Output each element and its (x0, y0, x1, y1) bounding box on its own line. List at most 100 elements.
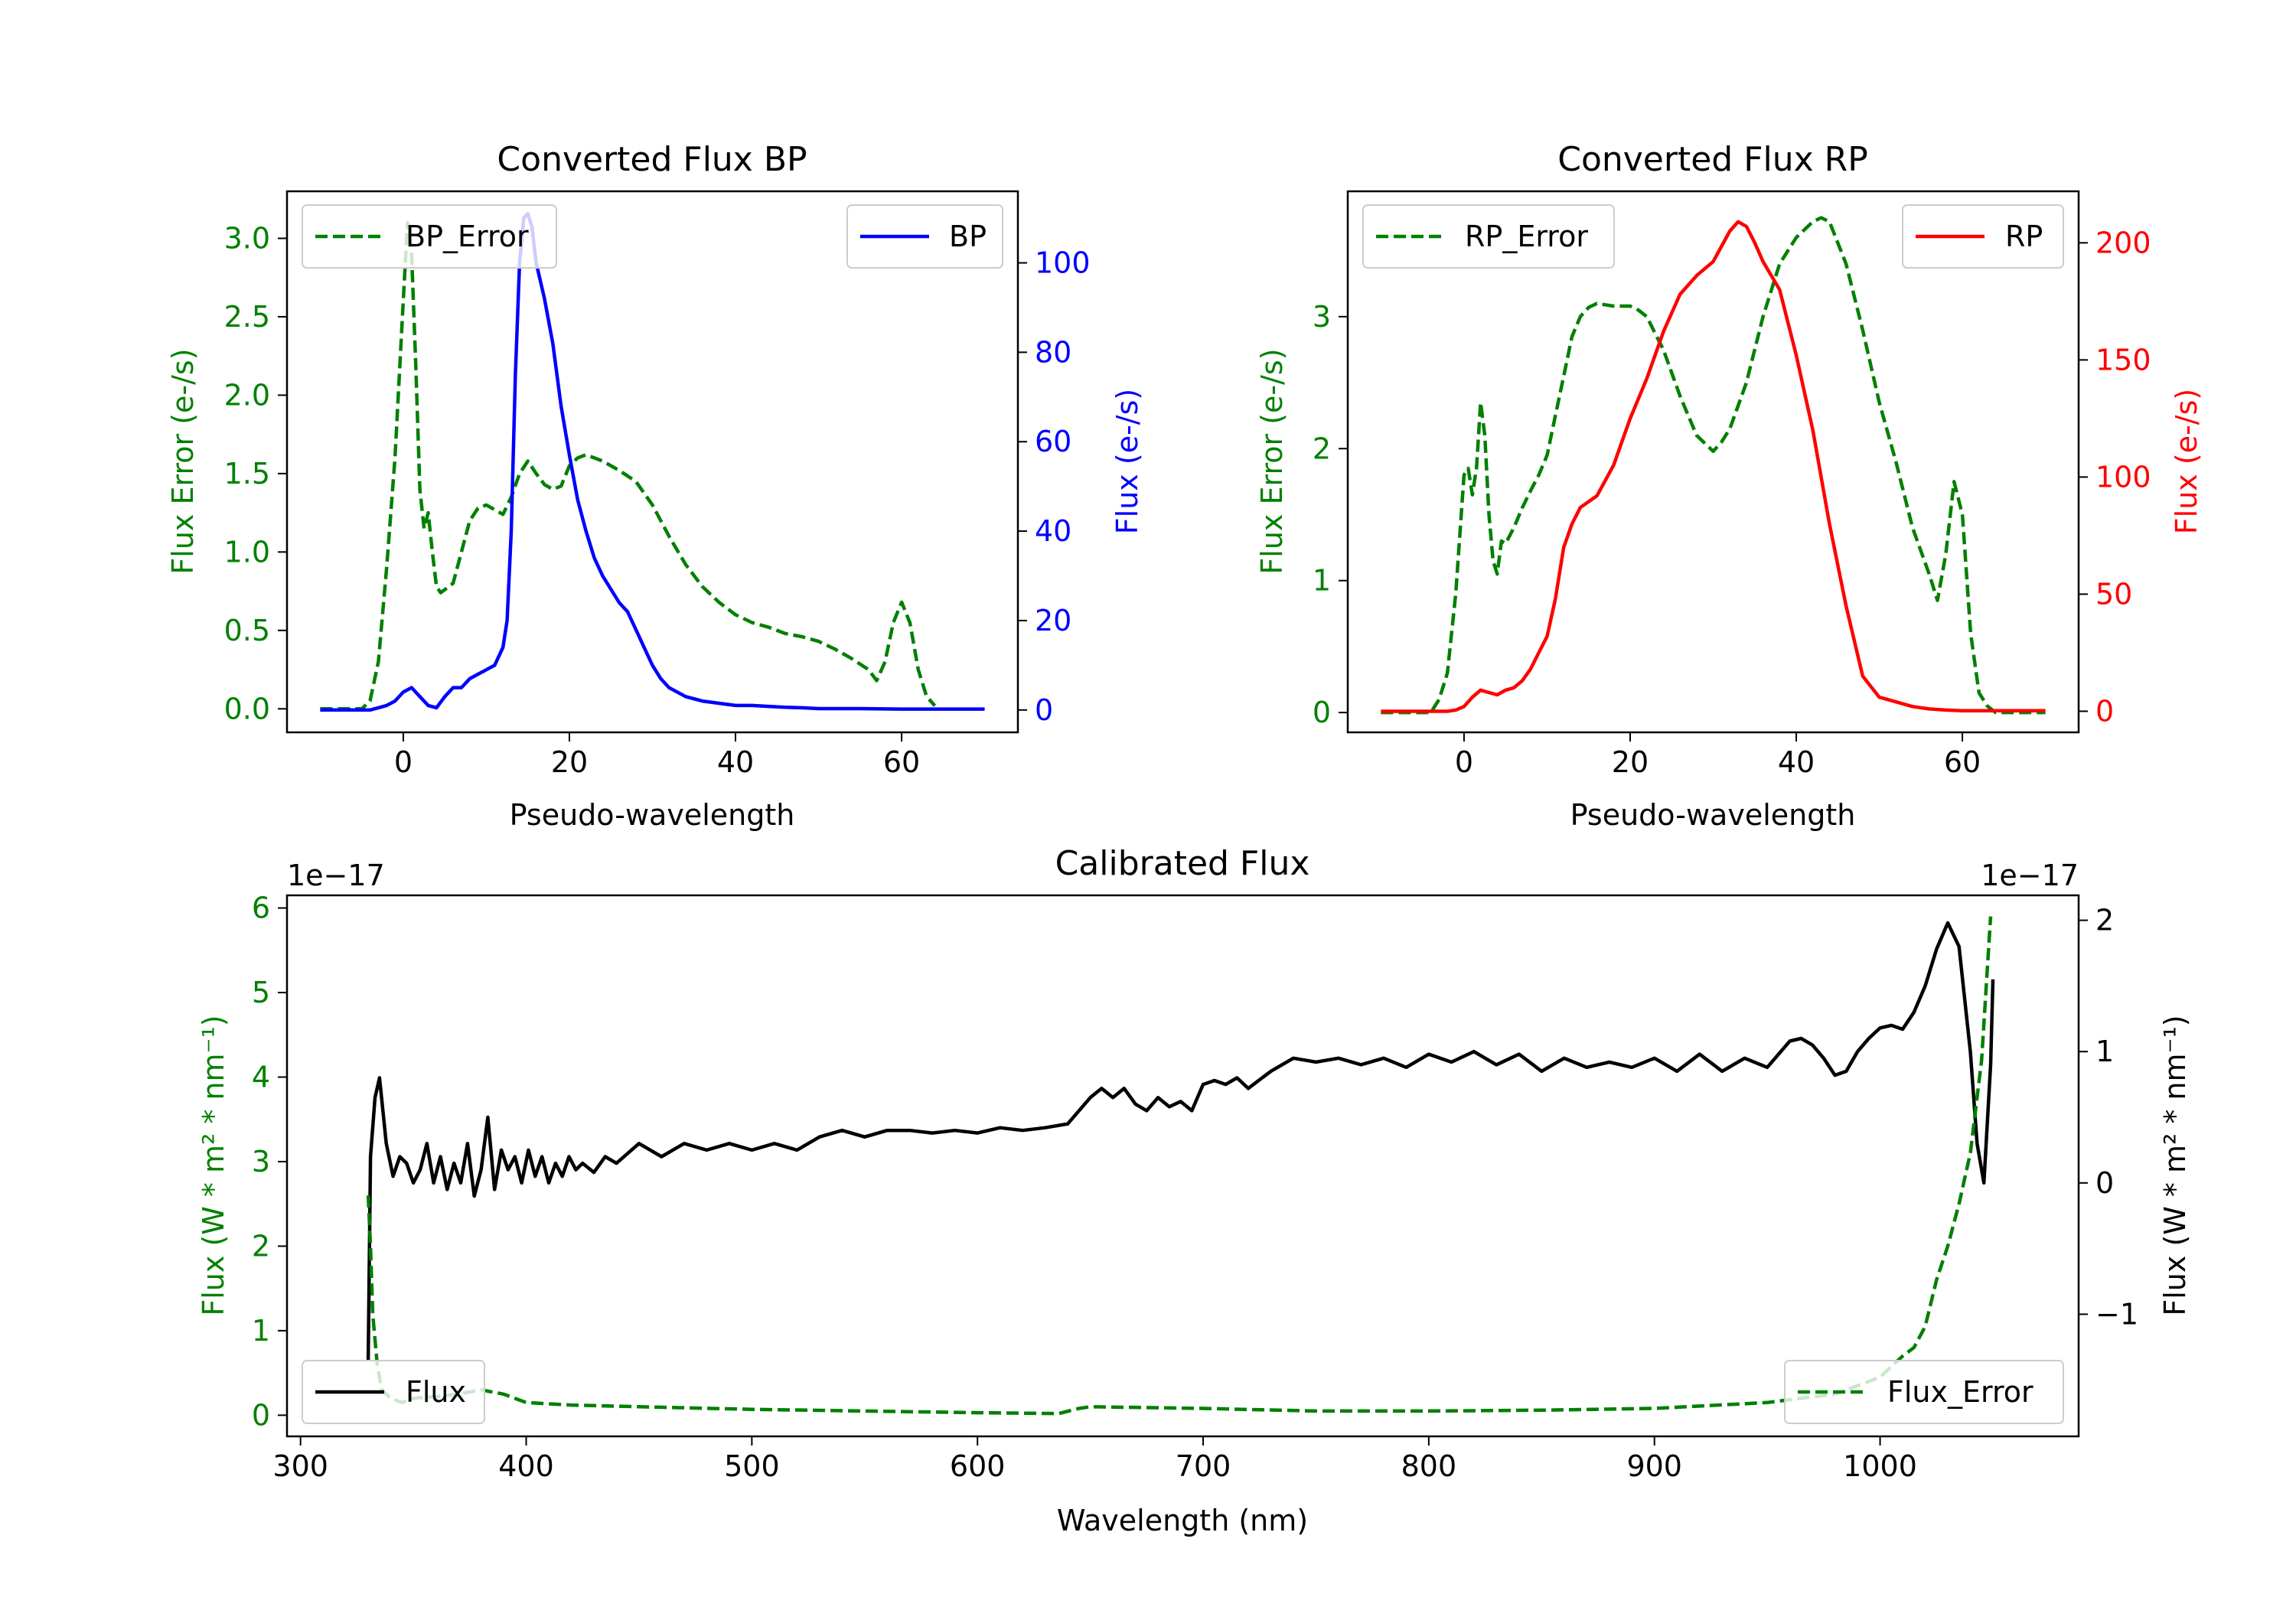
cal-offset-right: 1e−17 (1981, 859, 2079, 892)
bp-xtick-label: 0 (394, 745, 413, 779)
rp-xtick-label: 40 (1778, 745, 1815, 779)
cal-ytick-left-label: 5 (252, 976, 270, 1009)
bp-ytick-right-layer: 0 20 40 60 80 100 (1018, 246, 1091, 727)
rp-ytick-left-label: 2 (1313, 432, 1331, 465)
bp-ytick-right-label: 0 (1035, 693, 1053, 727)
cal-legend-left: Flux (302, 1360, 485, 1424)
cal-ytick-right-layer: −1 0 1 2 (2079, 904, 2138, 1331)
bp-legend-left-box (302, 204, 557, 269)
bp-ytick-left-label: 2.5 (224, 300, 270, 334)
bp-legend-left: BP_Error (302, 204, 557, 269)
cal-xtick-label: 600 (950, 1449, 1006, 1483)
bp-ylabel-right: Flux (e-/s) (1110, 389, 1144, 534)
cal-xtick-label: 1000 (1843, 1449, 1917, 1483)
cal-ytick-right-label: 2 (2095, 904, 2114, 937)
rp-plot-frame (1346, 190, 2080, 734)
rp-legend-right-label: RP (2005, 220, 2043, 253)
rp-legend-left-box (1362, 204, 1615, 269)
cal-xtick-layer: 300 400 500 600 700 800 900 1000 (272, 1436, 1917, 1483)
bp-ytick-right-label: 100 (1035, 246, 1091, 279)
cal-panel: Calibrated Flux 300 400 500 600 700 800 900 100… (197, 844, 2192, 1537)
bp-ylabel-left: Flux Error (e-/s) (166, 348, 200, 574)
rp-ytick-right-label: 0 (2095, 694, 2114, 728)
cal-legend-right: Flux_Error (1784, 1360, 2064, 1424)
cal-ytick-left-label: 1 (252, 1314, 270, 1348)
bp-ytick-right-label: 60 (1035, 425, 1071, 458)
cal-ytick-right-label: 1 (2095, 1035, 2114, 1068)
rp-ylabel-left: Flux Error (e-/s) (1255, 348, 1289, 574)
cal-legend-right-box (1784, 1360, 2064, 1424)
rp-ytick-right-label: 100 (2095, 460, 2151, 494)
cal-title: Calibrated Flux (1055, 844, 1310, 883)
rp-xlabel: Pseudo-wavelength (1570, 798, 1856, 832)
bp-panel: Converted Flux BP 0 20 40 60 0.0 0.5 1.0 1.5 2.… (166, 140, 1144, 832)
cal-series-flux-line (366, 921, 1995, 1361)
rp-ylabel-right: Flux (e-/s) (2170, 389, 2203, 534)
cal-legend-left-box (302, 1360, 485, 1424)
bp-ytick-left-label: 3.0 (224, 221, 270, 255)
cal-ylabel-left: Flux (W * m² * nm⁻¹) (197, 1015, 230, 1315)
cal-ylabel-right: Flux (W * m² * nm⁻¹) (2158, 1015, 2192, 1315)
rp-title: Converted Flux RP (1557, 140, 1868, 179)
bp-legend-right-label: BP (949, 220, 987, 253)
bp-series-bp-line (320, 211, 985, 712)
rp-legend-left-label: RP_Error (1465, 220, 1588, 253)
rp-xtick-label: 0 (1455, 745, 1473, 779)
cal-series-flux-error-line (366, 916, 1993, 1416)
cal-ytick-right-label: −1 (2095, 1297, 2138, 1331)
cal-xtick-label: 500 (724, 1449, 780, 1483)
cal-xlabel: Wavelength (nm) (1057, 1504, 1308, 1537)
cal-xtick-label: 900 (1626, 1449, 1682, 1483)
cal-legend-left-label: Flux (406, 1375, 466, 1409)
rp-ytick-left-layer: 0 1 2 3 (1313, 300, 1348, 729)
cal-xtick-label: 800 (1401, 1449, 1457, 1483)
cal-ytick-left-label: 0 (252, 1398, 270, 1432)
rp-ytick-left-label: 0 (1313, 696, 1331, 729)
bp-series-layer (320, 211, 985, 712)
bp-ytick-left-label: 2.0 (224, 378, 270, 412)
cal-ytick-right-label: 0 (2095, 1166, 2114, 1200)
rp-series-rp-error-line (1381, 216, 2046, 715)
bp-xtick-label: 40 (717, 745, 754, 779)
rp-xtick-layer: 0 20 40 60 (1455, 732, 1981, 779)
rp-legend-right: RP (1902, 204, 2064, 269)
cal-plot-frame (285, 894, 2080, 1438)
rp-ytick-right-label: 150 (2095, 343, 2151, 376)
rp-xtick-label: 20 (1612, 745, 1649, 779)
bp-ytick-left-layer: 0.0 0.5 1.0 1.5 2.0 2.5 3.0 (224, 221, 287, 725)
rp-legend-left: RP_Error (1362, 204, 1615, 269)
bp-ytick-left-label: 0.5 (224, 614, 270, 647)
bp-xtick-label: 20 (551, 745, 588, 779)
cal-legend-right-label: Flux_Error (1887, 1375, 2033, 1409)
bp-legend-right: BP (846, 204, 1003, 269)
bp-ytick-left-label: 1.5 (224, 457, 270, 491)
rp-panel: Converted Flux RP 0 20 40 60 0 1 2 3 0 50 100 150… (1255, 140, 2203, 832)
cal-ytick-left-label: 6 (252, 892, 270, 925)
cal-xtick-label: 400 (498, 1449, 554, 1483)
bp-legend-left-label: BP_Error (406, 220, 529, 253)
rp-ytick-left-label: 1 (1313, 564, 1331, 598)
cal-ytick-left-label: 4 (252, 1061, 270, 1094)
cal-ytick-left-label: 3 (252, 1145, 270, 1178)
rp-ytick-left-label: 3 (1313, 300, 1331, 334)
bp-xlabel: Pseudo-wavelength (510, 798, 795, 832)
bp-xtick-layer: 0 20 40 60 (394, 732, 920, 779)
cal-ytick-left-layer: 0 1 2 3 4 5 6 (252, 892, 287, 1432)
bp-xtick-label: 60 (883, 745, 920, 779)
rp-xtick-label: 60 (1944, 745, 1981, 779)
bp-ytick-left-label: 1.0 (224, 535, 270, 569)
bp-ytick-right-label: 20 (1035, 604, 1071, 637)
rp-ytick-right-label: 200 (2095, 226, 2151, 259)
bp-title: Converted Flux BP (497, 140, 807, 179)
rp-series-rp-line (1381, 220, 2046, 713)
cal-xtick-label: 700 (1176, 1449, 1231, 1483)
cal-offset-left: 1e−17 (287, 859, 385, 892)
rp-series-layer (1381, 216, 2046, 715)
rp-ytick-right-label: 50 (2095, 577, 2132, 611)
cal-xtick-label: 300 (272, 1449, 328, 1483)
bp-ytick-left-label: 0.0 (224, 692, 270, 725)
bp-series-bp-error-line (320, 220, 937, 711)
bp-plot-frame (285, 190, 1019, 734)
cal-series-layer (366, 916, 1995, 1416)
